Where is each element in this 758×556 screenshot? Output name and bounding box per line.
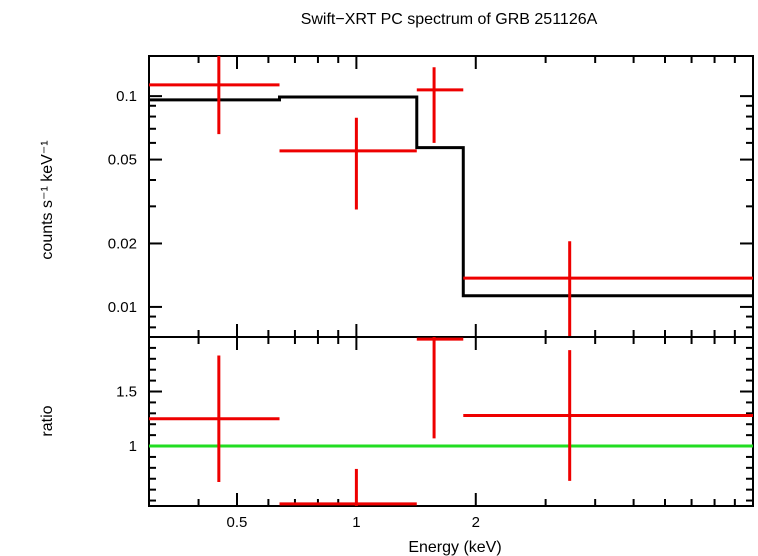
y-tick-label: 1.5 — [116, 384, 137, 401]
ratio-data-points — [149, 337, 753, 506]
bottom-panel-frame — [148, 336, 754, 507]
x-tick-label: 2 — [472, 514, 480, 531]
y-tick-label: 1 — [129, 438, 137, 455]
top-y-axis-label: counts s⁻¹ keV⁻¹ — [39, 140, 56, 259]
bottom-panel: 11.5 ratio — [39, 336, 754, 507]
top-y-tick-labels: 0.01 0.02 0.05 0.1 — [108, 88, 137, 316]
y-tick-label: 0.05 — [108, 152, 137, 169]
model-step-line — [149, 95, 753, 298]
x-tick-label: 1 — [352, 514, 360, 531]
bottom-y-tick-labels: 11.5 — [116, 384, 137, 456]
x-axis-label: Energy (keV) — [408, 539, 501, 556]
x-tick-labels: 0.5 1 2 — [227, 514, 480, 531]
y-tick-label: 0.02 — [108, 235, 137, 252]
y-tick-label: 0.01 — [108, 299, 137, 316]
spectrum-data-points — [149, 56, 753, 337]
x-tick-label: 0.5 — [227, 514, 248, 531]
y-tick-label: 0.1 — [116, 88, 137, 105]
model-curve — [149, 95, 753, 298]
top-panel-ticks — [148, 56, 754, 337]
chart-title: Swift−XRT PC spectrum of GRB 251126A — [301, 11, 598, 28]
bottom-panel-ticks — [148, 336, 754, 506]
top-panel: 0.01 0.02 0.05 0.1 counts s⁻¹ keV⁻¹ — [39, 55, 754, 338]
bottom-y-axis-label: ratio — [39, 405, 56, 436]
